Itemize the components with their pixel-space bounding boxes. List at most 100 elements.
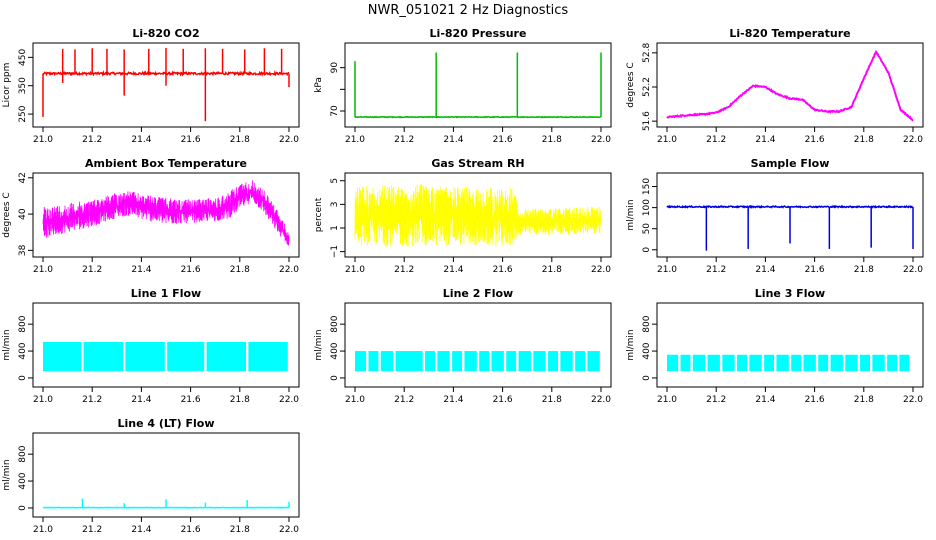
y-tick-label: 350 — [18, 77, 28, 94]
data-block — [776, 354, 789, 372]
data-block — [464, 351, 477, 372]
data-block — [248, 341, 288, 372]
x-tick-label: 21.6 — [493, 265, 513, 275]
y-tick-label: 0 — [330, 375, 340, 381]
panel-6: Line 1 Flow 21.0 21.2 21.4 21.6 21.8 22.0 0 400 8… — [2, 287, 300, 405]
x-tick-label: 21.8 — [542, 135, 562, 145]
x-tick-label: 22.0 — [591, 265, 611, 275]
x-tick-label: 21.8 — [854, 135, 874, 145]
data-block — [548, 351, 558, 372]
x-tick-label: 22.0 — [591, 135, 611, 145]
y-tick-label: 40 — [18, 208, 28, 220]
x-tick-label: 21.2 — [82, 395, 102, 405]
x-tick-label: 22.0 — [903, 135, 923, 145]
y-tick-label: 51.6 — [642, 111, 652, 131]
plot-frame — [656, 172, 924, 258]
x-tick-label: 21.2 — [706, 395, 726, 405]
y-axis-label: Licor ppm — [2, 63, 12, 108]
y-tick-label: 0 — [18, 375, 28, 381]
y-tick-label: 400 — [18, 472, 28, 489]
data-series — [354, 115, 602, 119]
x-tick-label: 21.2 — [394, 265, 414, 275]
data-block — [722, 354, 735, 372]
data-block — [560, 351, 573, 372]
y-axis-label: percent — [314, 197, 324, 232]
y-tick-label: 52.2 — [642, 77, 652, 97]
x-tick-label: 21.6 — [805, 265, 825, 275]
x-tick-label: 22.0 — [591, 395, 611, 405]
y-tick-label: −1 — [330, 245, 340, 258]
y-tick-label: 250 — [18, 105, 28, 122]
y-tick-label: 1 — [330, 225, 340, 231]
data-series — [42, 180, 290, 246]
x-tick-label: 21.2 — [706, 265, 726, 275]
data-block — [395, 351, 423, 372]
data-block — [791, 354, 802, 372]
data-block — [899, 354, 910, 372]
data-block — [737, 354, 747, 372]
data-series — [666, 49, 914, 122]
data-block — [587, 351, 600, 372]
x-tick-label: 21.0 — [33, 525, 53, 535]
x-tick-label: 21.6 — [805, 135, 825, 145]
data-block — [707, 354, 720, 372]
data-block — [83, 341, 123, 372]
x-tick-label: 21.0 — [345, 135, 365, 145]
y-tick-label: 42 — [18, 172, 28, 183]
y-tick-label: 100 — [642, 199, 652, 216]
x-tick-label: 21.8 — [854, 395, 874, 405]
x-tick-label: 21.4 — [131, 525, 151, 535]
y-tick-label: 0 — [642, 375, 652, 381]
y-tick-label: 400 — [18, 342, 28, 359]
x-tick-label: 22.0 — [279, 525, 299, 535]
panel-title: Line 4 (LT) Flow — [118, 417, 215, 430]
x-tick-label: 21.4 — [443, 395, 463, 405]
x-tick-label: 21.4 — [755, 135, 775, 145]
data-block — [380, 351, 394, 372]
data-block — [803, 354, 816, 372]
data-block — [692, 354, 706, 372]
x-tick-label: 21.4 — [131, 135, 151, 145]
x-tick-label: 21.8 — [542, 265, 562, 275]
panel-title: Line 2 Flow — [443, 287, 513, 300]
panel-8: Line 3 Flow 21.0 21.2 21.4 21.6 21.8 22.0 0 400 8… — [626, 287, 924, 405]
x-tick-label: 21.8 — [230, 135, 250, 145]
y-tick-label: 50 — [642, 223, 652, 235]
y-axis-label: ml/min — [626, 329, 636, 360]
data-block — [830, 354, 843, 372]
plot-frame — [32, 42, 300, 128]
y-tick-label: 800 — [18, 315, 28, 332]
x-tick-label: 21.6 — [181, 265, 201, 275]
y-axis-label: degrees C — [626, 62, 636, 107]
y-tick-label: 450 — [18, 48, 28, 65]
panel-9: Line 4 (LT) Flow 21.0 21.2 21.4 21.6 21.8 22.0… — [2, 417, 300, 535]
plot-frame — [32, 172, 300, 258]
plot-frame — [344, 172, 612, 258]
plot-frame — [656, 302, 924, 388]
y-tick-label: 5 — [330, 178, 340, 184]
x-tick-label: 21.6 — [493, 395, 513, 405]
data-block — [667, 354, 679, 372]
x-tick-label: 21.4 — [755, 395, 775, 405]
x-tick-label: 21.8 — [230, 525, 250, 535]
data-block — [749, 354, 762, 372]
x-tick-label: 22.0 — [903, 395, 923, 405]
x-tick-label: 21.4 — [131, 265, 151, 275]
x-tick-label: 21.8 — [854, 265, 874, 275]
y-tick-label: 3 — [330, 201, 340, 207]
x-tick-label: 21.2 — [82, 135, 102, 145]
x-tick-label: 22.0 — [279, 265, 299, 275]
x-tick-label: 21.0 — [33, 395, 53, 405]
x-tick-label: 21.4 — [443, 135, 463, 145]
panel-title: Gas Stream RH — [431, 157, 524, 170]
y-tick-label: 90 — [330, 62, 340, 74]
x-tick-label: 21.4 — [755, 265, 775, 275]
y-tick-label: 400 — [642, 342, 652, 359]
y-tick-label: 70 — [330, 105, 340, 117]
y-tick-label: 52.8 — [642, 43, 652, 63]
panel-2: Li-820 Temperature 21.0 21.2 21.4 21.6 21.8 22… — [626, 27, 924, 145]
x-tick-label: 21.6 — [493, 135, 513, 145]
panel-title: Sample Flow — [751, 157, 830, 170]
plot-frame — [32, 302, 300, 388]
